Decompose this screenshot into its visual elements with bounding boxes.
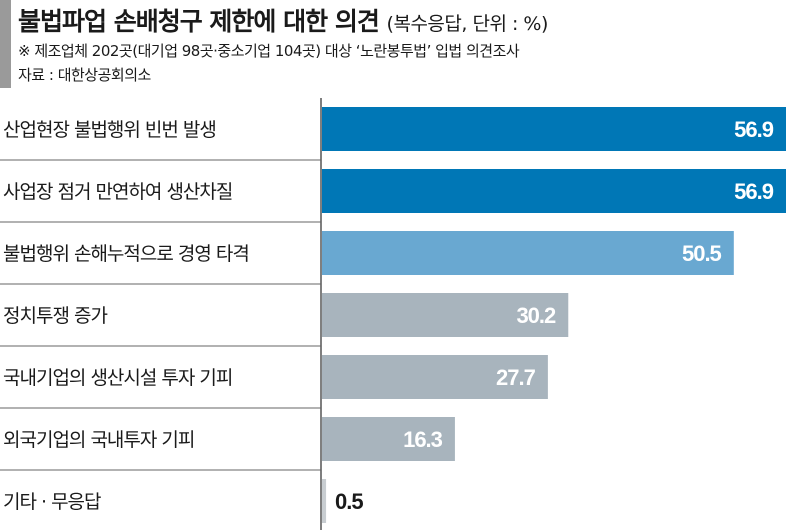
bar bbox=[322, 231, 734, 275]
bar bbox=[322, 479, 327, 523]
title-unit: (복수응답, 단위 : %) bbox=[386, 13, 549, 35]
category-label: 정치투쟁 증가 bbox=[3, 305, 107, 327]
category-label: 산업현장 불법행위 빈번 발생 bbox=[3, 119, 216, 141]
title-text: 불법파업 손배청구 제한에 대한 의견 bbox=[18, 7, 380, 36]
value-label: 30.2 bbox=[516, 303, 556, 328]
value-label: 56.9 bbox=[734, 117, 774, 142]
chart-title: 불법파업 손배청구 제한에 대한 의견 (복수응답, 단위 : %) bbox=[18, 2, 548, 38]
category-label: 사업장 점거 만연하여 생산차질 bbox=[3, 181, 232, 203]
bar bbox=[322, 355, 548, 399]
value-label: 50.5 bbox=[682, 241, 722, 266]
category-label: 외국기업의 국내투자 기피 bbox=[3, 429, 194, 451]
chart-subtitle: ※ 제조업체 202곳(대기업 98곳·중소기업 104곳) 대상 ‘노란봉투법… bbox=[18, 42, 520, 60]
category-label: 국내기업의 생산시설 투자 기피 bbox=[3, 367, 232, 389]
value-label: 56.9 bbox=[734, 179, 774, 204]
bar bbox=[322, 417, 455, 461]
value-label: 27.7 bbox=[496, 365, 536, 390]
value-label: 0.5 bbox=[335, 489, 363, 514]
bar bbox=[322, 293, 569, 337]
category-label: 기타 · 무응답 bbox=[3, 491, 101, 513]
value-label: 16.3 bbox=[403, 427, 443, 452]
category-label: 불법행위 손해누적으로 경영 타격 bbox=[3, 243, 249, 265]
chart-source: 자료 : 대한상공회의소 bbox=[18, 66, 151, 84]
title-accent-bar bbox=[0, 0, 11, 88]
bar bbox=[322, 107, 786, 151]
bar bbox=[322, 169, 786, 213]
